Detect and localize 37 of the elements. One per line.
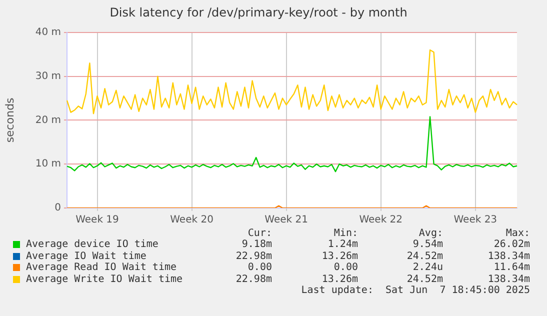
text: Cur: [246,228,272,239]
text: 24.52m [406,250,443,262]
text: Last update: Sat Jun 7 18:45:00 2025 [301,285,530,296]
text: 138.34m [488,250,530,262]
x-tick-label: Week 20 [170,214,214,226]
legend-label: Average Write IO Wait time [26,274,183,284]
y-tick-label: 30 m [35,70,61,82]
text: 26.02m [494,239,530,250]
legend-label: Average IO Wait time [26,250,146,262]
text: 13.26m [322,274,358,284]
y-axis-title: seconds [3,97,16,143]
y-tick-label: 20 m [35,114,61,126]
x-tick-label: Week 22 [359,214,403,226]
text: Max: [506,228,530,239]
text: Min: [334,228,358,239]
text: 0.00 [246,262,272,273]
chart-title: Disk latency for /dev/primary-key/root - by month [110,5,408,20]
text: 22.98m [234,274,272,284]
text: 2.24u [412,262,443,273]
text: Avg: [418,228,443,239]
text: 13.26m [322,250,358,262]
text: 24.52m [406,274,443,284]
y-tick-label: 40 m [35,26,61,38]
text: 138.34m [488,274,530,284]
text: 11.64m [494,262,530,273]
x-tick-label: Week 23 [454,214,498,226]
x-tick-label: Week 19 [76,214,119,226]
legend-label: Average Read IO Wait time [26,262,177,273]
y-tick-label: 0 [54,202,61,214]
x-tick-label: Week 21 [264,214,308,226]
legend-label: Average device IO time [26,239,158,250]
y-tick-label: 10 m [35,158,61,170]
text: 9.54m [412,239,443,250]
text: 0.00 [334,262,358,273]
text: 9.18m [240,239,272,250]
text: 1.24m [328,239,358,250]
text: 22.98m [234,250,272,262]
